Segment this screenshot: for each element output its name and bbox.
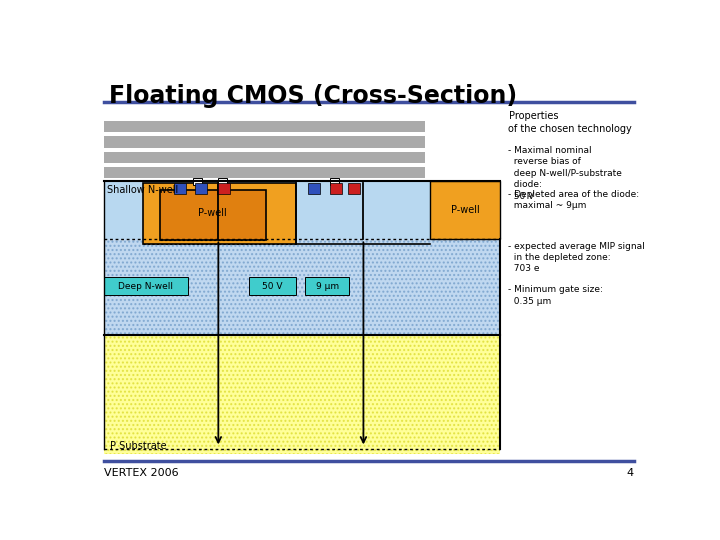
Bar	[249, 277, 297, 295]
Bar	[104, 167, 425, 178]
Bar	[104, 136, 425, 148]
Bar	[431, 181, 500, 239]
Text: P-well: P-well	[451, 205, 480, 215]
Text: - Maximal nominal
  reverse bias of
  deep N-well/P-substrate
  diode:
  50 V: - Maximal nominal reverse bias of deep N…	[508, 146, 622, 201]
Bar	[307, 183, 320, 194]
Bar	[104, 181, 500, 239]
Text: Shallow N-well: Shallow N-well	[107, 185, 178, 195]
Bar	[217, 183, 230, 194]
Text: 50 V: 50 V	[263, 281, 283, 291]
Text: Deep N-well: Deep N-well	[118, 281, 174, 291]
Text: P-well: P-well	[199, 208, 227, 218]
Text: - Minimum gate size:
  0.35 μm: - Minimum gate size: 0.35 μm	[508, 285, 603, 306]
Bar	[104, 181, 500, 454]
Bar	[104, 152, 425, 163]
Text: Properties
of the chosen technology: Properties of the chosen technology	[508, 111, 632, 134]
Bar	[348, 183, 360, 194]
Text: P Substrate: P Substrate	[109, 442, 166, 451]
Bar	[330, 183, 342, 194]
Bar	[143, 183, 297, 244]
Text: 4: 4	[627, 468, 634, 478]
Text: VERTEX 2006: VERTEX 2006	[104, 468, 179, 478]
Bar	[174, 183, 186, 194]
Bar	[195, 183, 207, 194]
Text: - expected average MIP signal
  in the depleted zone:
  703 e: - expected average MIP signal in the dep…	[508, 241, 645, 273]
Text: 9 μm: 9 μm	[315, 281, 338, 291]
Text: - Depleted area of the diode:
  maximal ~ 9μm: - Depleted area of the diode: maximal ~ …	[508, 190, 639, 210]
Bar	[104, 120, 425, 132]
Bar	[330, 178, 338, 185]
Bar	[104, 277, 188, 295]
Bar	[104, 181, 500, 454]
Text: Floating CMOS (Cross-Section): Floating CMOS (Cross-Section)	[109, 84, 517, 107]
Bar	[218, 178, 227, 185]
Bar	[160, 190, 266, 240]
Bar	[305, 277, 349, 295]
Bar	[104, 239, 500, 335]
Bar	[193, 178, 202, 185]
Bar	[104, 239, 500, 335]
